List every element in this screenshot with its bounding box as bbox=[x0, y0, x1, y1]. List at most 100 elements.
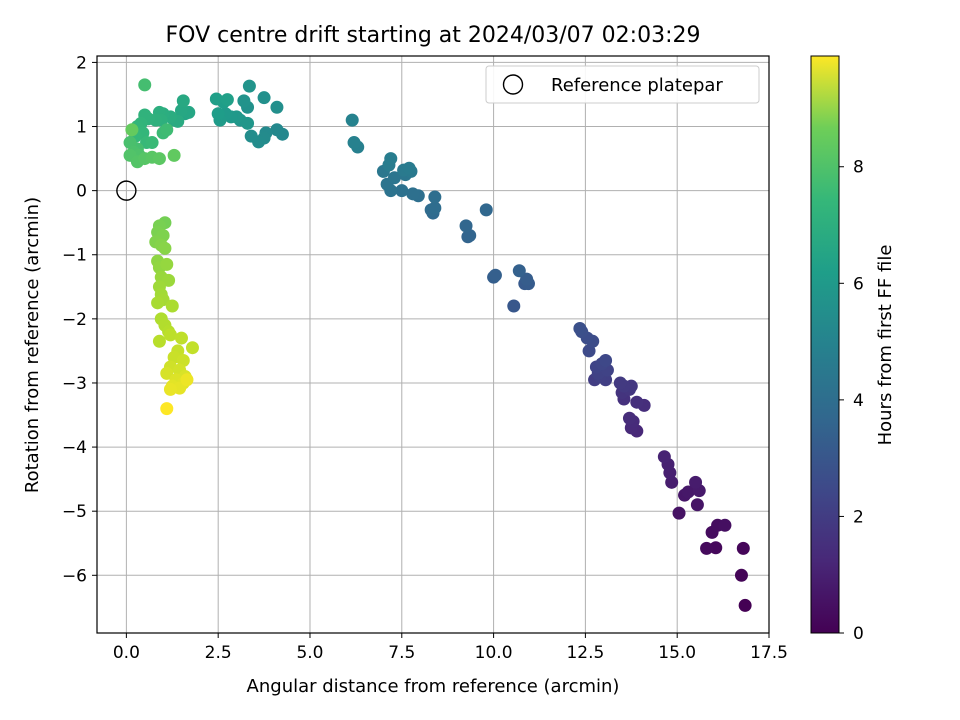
data-point bbox=[165, 299, 179, 313]
reference-platepar-marker bbox=[116, 180, 137, 201]
data-point bbox=[613, 376, 627, 390]
y-tick-label: −5 bbox=[62, 502, 87, 522]
data-point bbox=[174, 103, 188, 117]
data-point bbox=[270, 100, 284, 114]
x-tick-label: 5.0 bbox=[296, 643, 323, 663]
data-point bbox=[488, 268, 502, 282]
legend: Reference platepar bbox=[485, 65, 760, 104]
data-point bbox=[736, 541, 750, 555]
data-point bbox=[125, 123, 139, 137]
x-tick-label: 12.5 bbox=[566, 643, 604, 663]
x-axis-label: Angular distance from reference (arcmin) bbox=[247, 676, 620, 697]
x-axis-ticks: 0.0 2.5 5.0 7.5 10.0 12.5 15.0 17.5 bbox=[113, 633, 788, 663]
data-point bbox=[163, 328, 177, 342]
y-tick-label: 2 bbox=[76, 53, 87, 73]
data-point bbox=[160, 123, 174, 137]
data-point bbox=[512, 264, 526, 278]
x-tick-label: 15.0 bbox=[658, 643, 696, 663]
data-point bbox=[718, 518, 732, 532]
data-point bbox=[220, 93, 234, 107]
legend-box bbox=[485, 65, 760, 104]
data-point bbox=[167, 148, 181, 162]
data-point bbox=[479, 203, 493, 217]
data-point bbox=[151, 296, 165, 310]
data-point bbox=[152, 334, 166, 348]
reference-marker-layer bbox=[116, 180, 137, 201]
data-point bbox=[672, 506, 686, 520]
data-point bbox=[241, 116, 255, 130]
data-point bbox=[152, 152, 166, 166]
data-point bbox=[520, 272, 534, 286]
chart-title: FOV centre drift starting at 2024/03/07 … bbox=[166, 23, 701, 48]
y-tick-label: −2 bbox=[62, 310, 87, 330]
y-axis-ticks: 2 1 0 −1 −2 −3 −4 −5 −6 bbox=[62, 53, 97, 586]
data-point bbox=[395, 184, 409, 198]
y-tick-label: −3 bbox=[62, 374, 87, 394]
data-point bbox=[160, 366, 174, 380]
data-point bbox=[689, 475, 703, 489]
data-point bbox=[387, 171, 401, 185]
y-tick-label: −4 bbox=[62, 438, 87, 458]
colorbar-ticks: 0 2 4 6 8 bbox=[839, 158, 864, 644]
data-point bbox=[158, 241, 172, 255]
data-point bbox=[185, 341, 199, 355]
data-point bbox=[428, 190, 442, 204]
colorbar-gradient bbox=[810, 55, 840, 634]
data-point bbox=[163, 382, 177, 396]
data-point bbox=[665, 475, 679, 489]
colorbar-label: Hours from first FF file bbox=[875, 245, 896, 446]
scatter-points bbox=[123, 78, 752, 612]
data-point bbox=[160, 402, 174, 416]
data-point bbox=[138, 78, 152, 92]
colorbar-tick-label: 6 bbox=[853, 274, 864, 294]
x-tick-label: 0.0 bbox=[113, 643, 140, 663]
x-tick-label: 17.5 bbox=[750, 643, 788, 663]
y-tick-label: 0 bbox=[76, 182, 87, 202]
colorbar: 0 2 4 6 8 Hours from first FF file bbox=[810, 55, 896, 644]
data-point bbox=[402, 161, 416, 175]
legend-label: Reference platepar bbox=[551, 75, 723, 96]
data-point bbox=[700, 541, 714, 555]
data-point bbox=[573, 321, 587, 335]
colorbar-tick-label: 0 bbox=[853, 624, 864, 644]
y-axis-label: Rotation from reference (arcmin) bbox=[22, 197, 43, 493]
data-point bbox=[738, 598, 752, 612]
data-point bbox=[630, 395, 644, 409]
data-point bbox=[406, 187, 420, 201]
colorbar-tick-label: 2 bbox=[853, 507, 864, 527]
data-point bbox=[209, 92, 223, 106]
data-point bbox=[690, 498, 704, 512]
data-point bbox=[599, 354, 613, 368]
grid-lines bbox=[97, 56, 770, 633]
data-point bbox=[428, 201, 442, 215]
plot-frame bbox=[96, 55, 770, 634]
data-point bbox=[176, 94, 190, 108]
data-point bbox=[622, 411, 636, 425]
data-point bbox=[657, 450, 671, 464]
data-point bbox=[681, 485, 695, 499]
x-tick-label: 7.5 bbox=[388, 643, 415, 663]
data-point bbox=[237, 94, 251, 108]
data-point bbox=[347, 136, 361, 150]
data-point bbox=[507, 299, 521, 313]
data-point bbox=[384, 152, 398, 166]
colorbar-tick-label: 8 bbox=[853, 158, 864, 178]
data-point bbox=[145, 136, 159, 150]
data-point bbox=[345, 113, 359, 127]
y-tick-label: −1 bbox=[62, 246, 87, 266]
data-point bbox=[174, 331, 188, 345]
data-point bbox=[270, 123, 284, 137]
data-point bbox=[734, 568, 748, 582]
data-point bbox=[244, 129, 258, 143]
data-point bbox=[160, 257, 174, 271]
data-point bbox=[162, 273, 176, 287]
colorbar-tick-label: 4 bbox=[853, 391, 864, 411]
data-point bbox=[459, 219, 473, 233]
data-point bbox=[257, 91, 271, 105]
y-tick-label: 1 bbox=[76, 118, 87, 138]
data-point bbox=[242, 79, 256, 93]
data-point bbox=[211, 107, 225, 121]
x-tick-label: 10.0 bbox=[475, 643, 513, 663]
y-tick-label: −6 bbox=[62, 566, 87, 586]
